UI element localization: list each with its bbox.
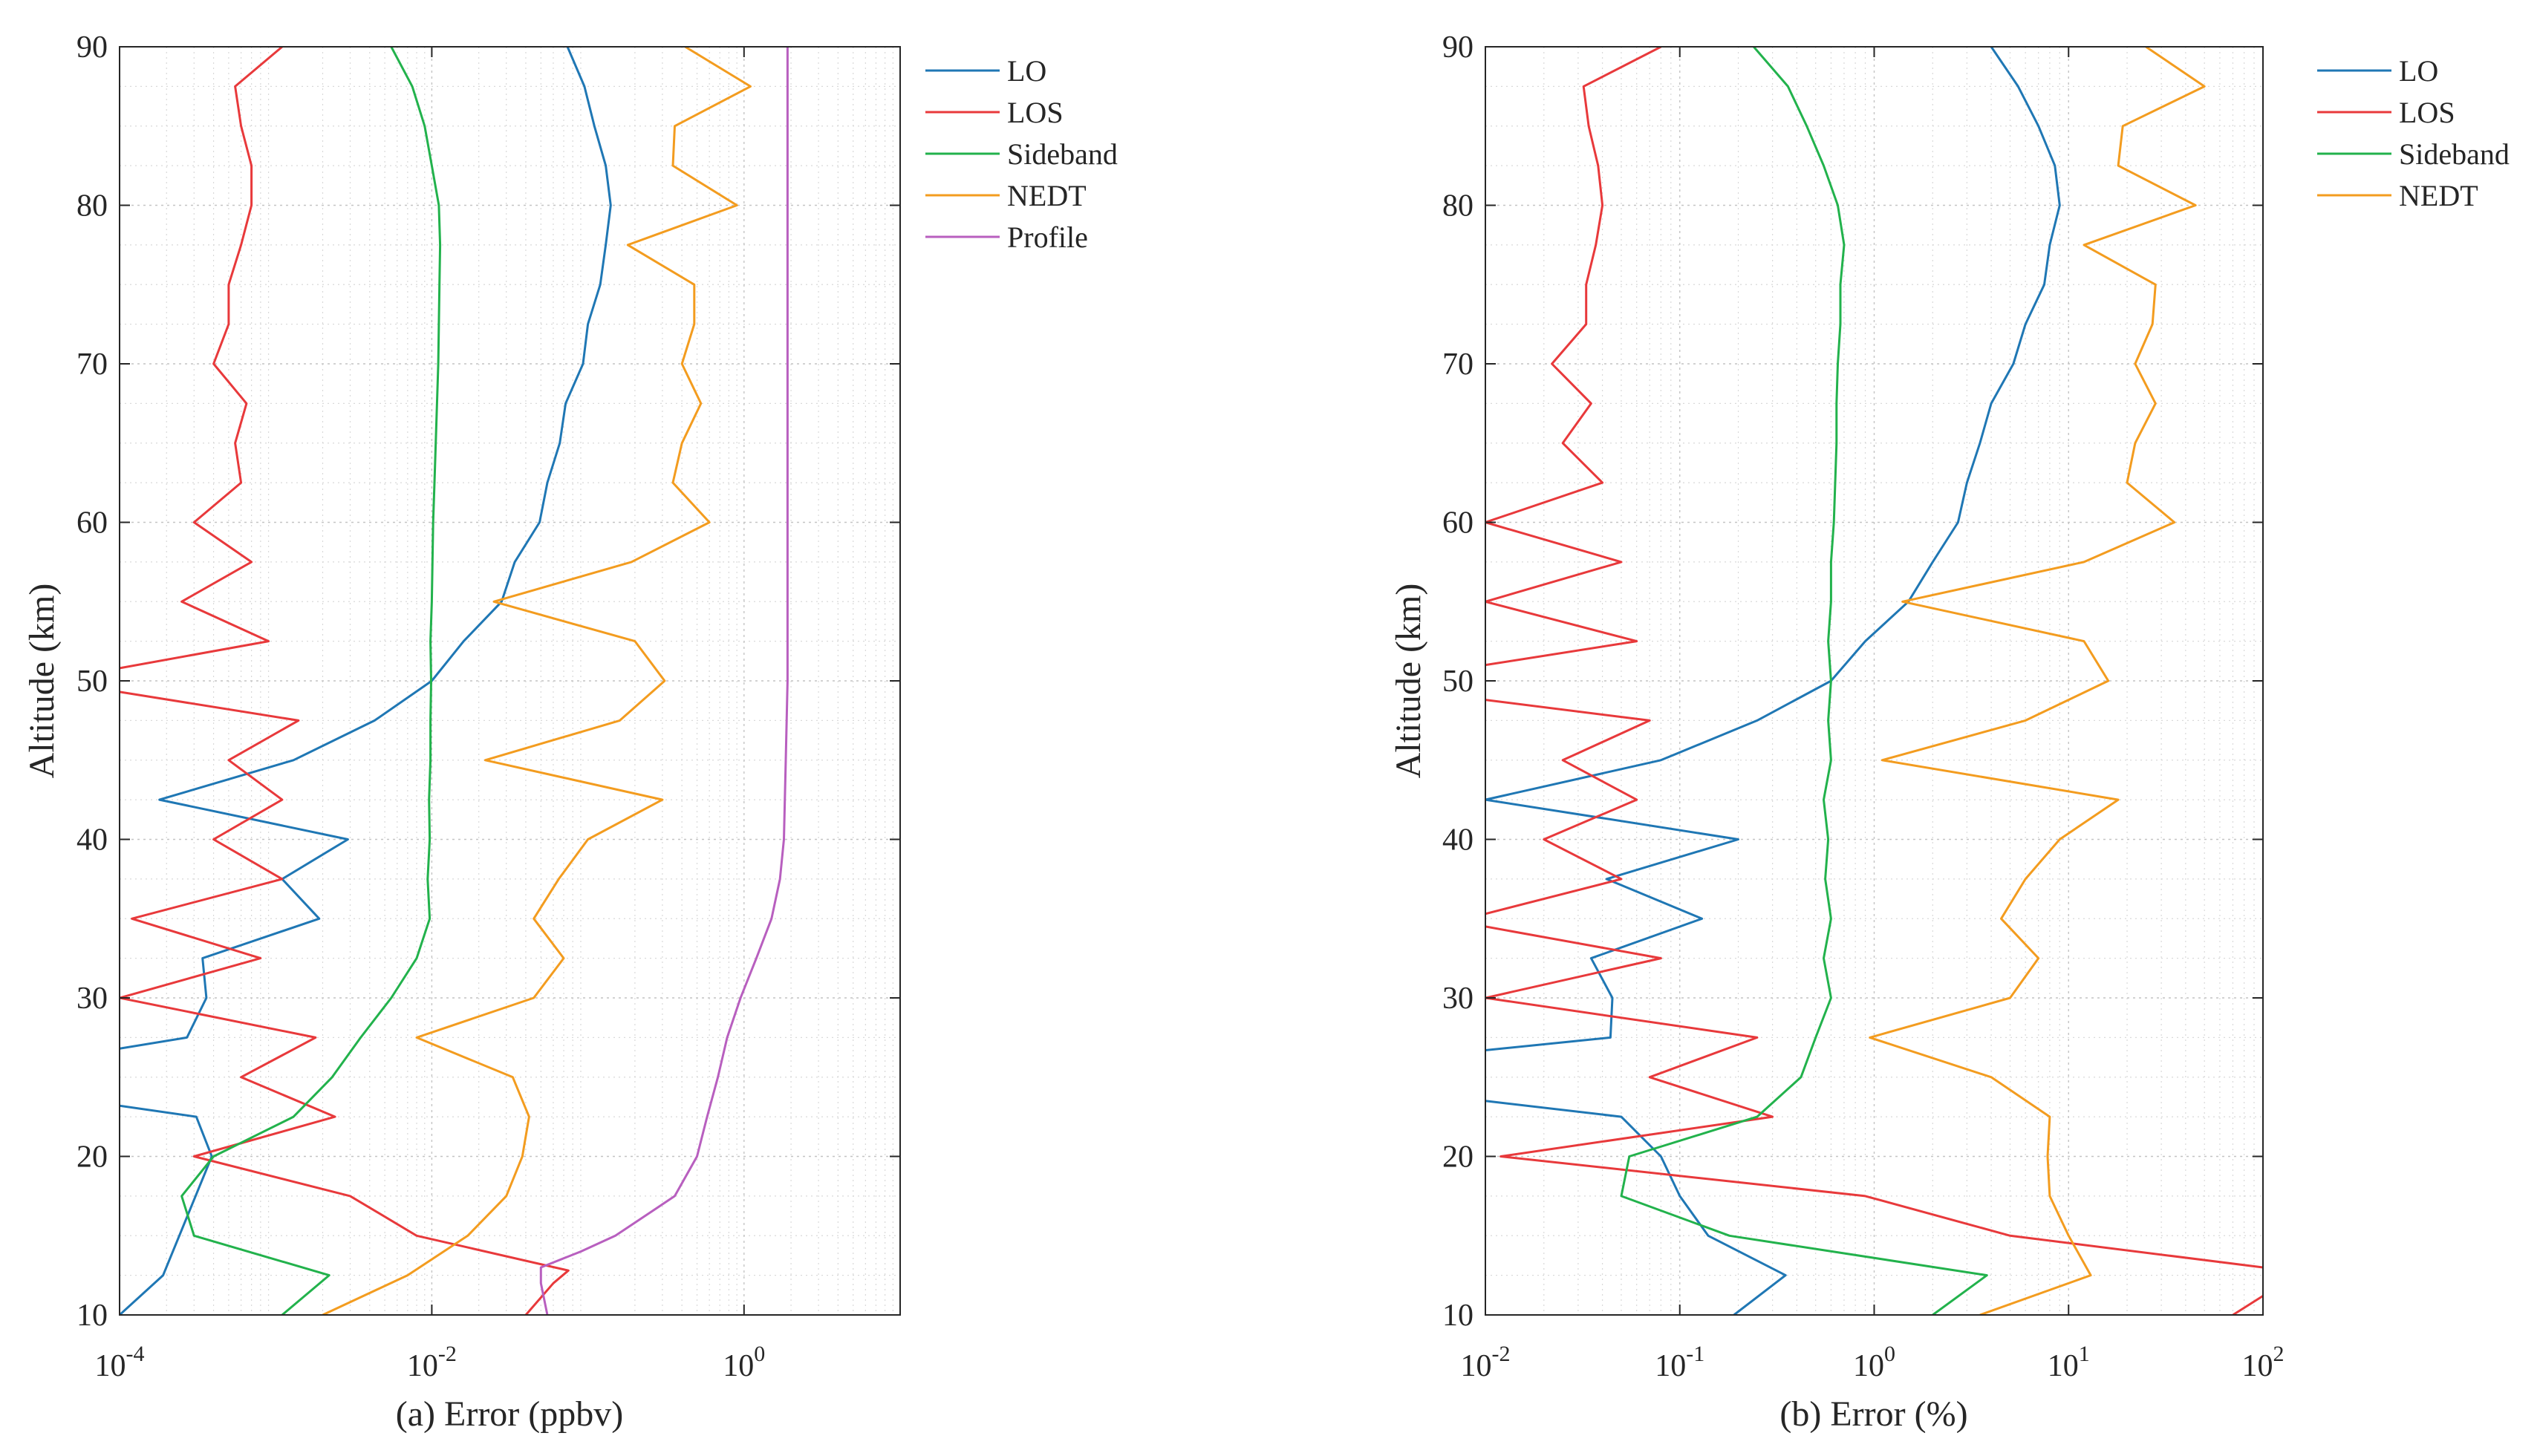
panel-b-x-tick-base: 10	[1655, 1349, 1686, 1383]
panel-a-x-tick-label: 10-2	[407, 1342, 457, 1383]
panel-a-legend-label-lo: LO	[1007, 54, 1046, 88]
panel-a-x-tick-label: 100	[723, 1342, 765, 1383]
panel-a-x-axis-label: (a) Error (ppbv)	[396, 1394, 624, 1434]
panel-a-y-tick-label: 60	[76, 506, 108, 541]
panel-b-x-tick-base: 10	[2242, 1349, 2273, 1383]
panel-b-x-tick-label: 102	[2242, 1342, 2285, 1383]
panel-a-legend-label-profile: Profile	[1007, 221, 1088, 254]
panel-b-x-tick-exponent: 2	[2273, 1342, 2285, 1366]
panel-b-x-tick-label: 100	[1853, 1342, 1895, 1383]
panel-a-y-tick-label: 30	[76, 982, 108, 1016]
panel-b-x-tick-label: 10-1	[1655, 1342, 1704, 1383]
panel-b-ticks	[1485, 46, 2264, 1316]
panel-b-series	[1485, 47, 2263, 1315]
panel-a-series	[120, 47, 789, 1315]
panel-a-x-tick-base: 10	[723, 1349, 754, 1383]
panel-a-y-tick-label: 50	[76, 665, 108, 699]
panel-b-legend: LO LOS Sideband NEDT	[2317, 54, 2510, 212]
panel-b-y-axis-label: Altitude (km)	[1389, 584, 1428, 779]
panel-b-y-tick-label: 40	[1442, 823, 1473, 858]
panel-a-series-lo	[120, 47, 612, 1315]
panel-b-y-tick-label: 60	[1442, 506, 1473, 541]
panel-b-x-tick-exponent: 0	[1884, 1342, 1895, 1366]
panel-a-legend-label-sideband: Sideband	[1007, 137, 1118, 171]
panel-a-plot-background	[120, 47, 900, 1315]
panel-b-y-tick-label: 90	[1442, 30, 1473, 65]
panel-b-x-tick-base: 10	[2048, 1349, 2079, 1383]
panel-a-x-tick-label: 10-4	[95, 1342, 145, 1383]
panel-a-y-tick-label: 20	[76, 1140, 108, 1175]
panel-b-legend-label-sideband: Sideband	[2399, 137, 2510, 171]
panel-b-legend-label-los: LOS	[2399, 96, 2455, 129]
panel-b-series-los	[1485, 47, 2263, 1315]
panel-a-ticks	[119, 46, 900, 1316]
panel-b-x-tick-exponent: -1	[1686, 1342, 1704, 1366]
panel-b-y-tick-label: 20	[1442, 1140, 1473, 1175]
panel-b-x-tick-label: 101	[2048, 1342, 2090, 1383]
panel-b-y-tick-label: 70	[1442, 347, 1473, 382]
panel-b-y-tick-label: 80	[1442, 189, 1473, 223]
panel-a-series-los	[120, 47, 570, 1315]
panel-b-x-axis-label: (b) Error (%)	[1779, 1394, 1967, 1434]
panel-b-y-tick-labels: 10 20 30 40 50 60 70 80 90	[1442, 30, 1473, 1333]
panel-a-y-tick-label: 90	[76, 30, 108, 65]
panel-b-series-nedt	[1869, 47, 2206, 1315]
panel-b-x-tick-exponent: -2	[1492, 1342, 1511, 1366]
panel-b-y-tick-label: 10	[1442, 1299, 1473, 1333]
panel-a-series-sideband	[180, 47, 442, 1315]
panel-b-y-tick-label: 50	[1442, 665, 1473, 699]
panel-b-x-tick-label: 10-2	[1461, 1342, 1511, 1383]
panel-a-y-tick-label: 40	[76, 823, 108, 858]
panel-b-x-tick-base: 10	[1461, 1349, 1492, 1383]
panel-a-x-tick-labels: 10-4 10-2 100	[95, 1342, 766, 1383]
panel-a-y-axis-label: Altitude (km)	[22, 584, 62, 779]
panel-b-x-tick-base: 10	[1853, 1349, 1884, 1383]
panel-a-x-tick-exponent: -2	[438, 1342, 457, 1366]
panel-b-x-tick-labels: 10-2 10-1 100 101 102	[1461, 1342, 2285, 1383]
panel-a-y-tick-label: 80	[76, 189, 108, 223]
panel-b-x-tick-exponent: 1	[2079, 1342, 2090, 1366]
panel-a-x-tick-base: 10	[95, 1349, 126, 1383]
panel-b-legend-label-lo: LO	[2399, 54, 2438, 88]
panel-a-series-nedt	[322, 47, 752, 1315]
panel-a-x-tick-exponent: -4	[126, 1342, 145, 1366]
panel-a-y-tick-label: 10	[76, 1299, 108, 1333]
panel-a-legend: LO LOS Sideband NEDT Profile	[925, 54, 1118, 254]
panel-b-y-tick-label: 30	[1442, 982, 1473, 1016]
panel-b-series-sideband	[1620, 47, 1988, 1315]
panel-a-series-profile	[539, 47, 789, 1315]
panel-a-x-tick-exponent: 0	[754, 1342, 765, 1366]
panel-b-legend-label-nedt: NEDT	[2399, 179, 2478, 212]
panel-b-series-lo	[1485, 47, 2061, 1315]
panel-a-y-tick-labels: 10 20 30 40 50 60 70 80 90	[76, 30, 108, 1333]
panel-a-legend-label-nedt: NEDT	[1007, 179, 1087, 212]
panel-a-x-tick-base: 10	[407, 1349, 438, 1383]
panel-a-legend-label-los: LOS	[1007, 96, 1064, 129]
panel-a-y-tick-label: 70	[76, 347, 108, 382]
